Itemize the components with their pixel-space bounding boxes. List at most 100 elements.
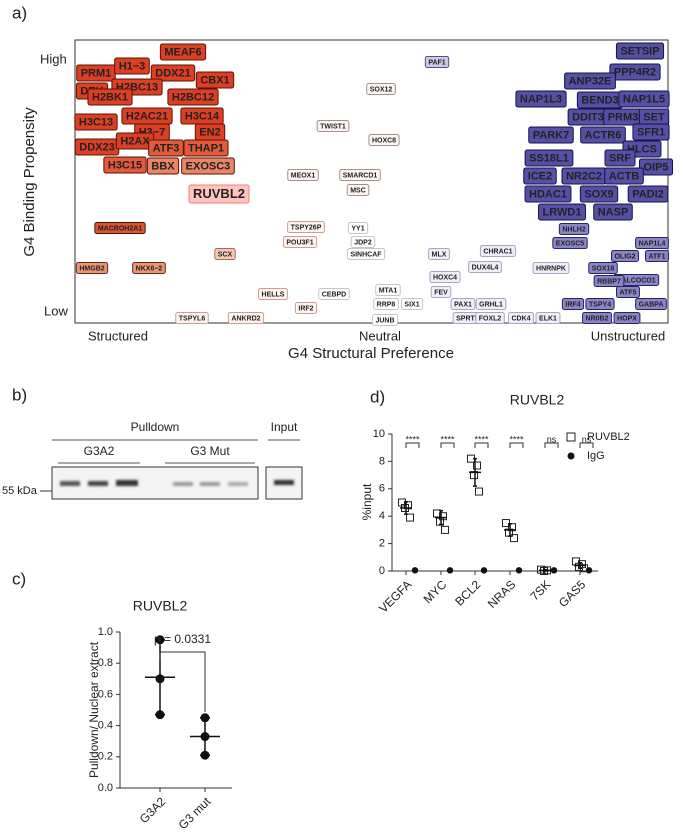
panel-label: d) [370, 387, 385, 406]
protein-box [346, 184, 370, 196]
legend-label: RUVBL2 [587, 431, 630, 443]
protein-box [604, 167, 644, 185]
protein-label: SS18L1 [529, 152, 569, 164]
protein-label: NASP [598, 206, 629, 218]
protein-box [610, 250, 640, 262]
y-high: High [40, 51, 67, 66]
protein-box [258, 288, 288, 300]
blot [51, 466, 259, 500]
protein-box [373, 298, 399, 310]
protein-tag: HDAC1 [524, 185, 572, 203]
protein-label: SFR1 [637, 126, 665, 138]
protein-label: MEAF6 [164, 46, 201, 58]
protein-tag: TWIST1 [316, 120, 350, 132]
protein-box [347, 222, 369, 234]
protein-label: GABPA [639, 301, 664, 308]
x-tick-label: MYC [421, 577, 450, 606]
annotation: p = 0.0331 [154, 632, 211, 646]
protein-label: IRF2 [298, 305, 313, 312]
protein-tag: HOPX [613, 312, 641, 324]
protein-tag: GABPA [635, 298, 667, 310]
protein-box [294, 302, 318, 314]
protein-label: IRF4 [565, 301, 580, 308]
protein-tag: LRWD1 [538, 203, 586, 221]
protein-box [175, 312, 209, 324]
protein-box [588, 262, 618, 274]
protein-tag: NASP [593, 203, 633, 221]
protein-tag: ACTR6 [580, 126, 626, 144]
protein-tag: TSPY4 [585, 298, 615, 310]
protein-label: RRP8 [377, 301, 396, 308]
y-tick-label: 0.6 [98, 688, 113, 700]
protein-box [188, 184, 250, 204]
protein-tag: DDX21 [150, 64, 196, 82]
band [228, 482, 248, 486]
protein-tag: EXOSC5 [552, 237, 588, 249]
protein-label: CDK4 [511, 315, 530, 322]
protein-box [635, 298, 667, 310]
protein-box [616, 286, 640, 298]
data-point [470, 471, 478, 480]
panel-d: d) RUVBL2 %input 0 2 4 6 8 10 VEGFA MYC BCL2 NRAS 7SK… [360, 387, 630, 615]
protein-label: MACROH2A1 [98, 225, 142, 232]
sig-bracket [544, 442, 559, 448]
protein-box [103, 156, 147, 174]
protein-tag: MTA1 [375, 284, 401, 296]
protein-tag: HOXC4 [429, 271, 461, 283]
protein-tag: EXOSC3 [181, 157, 235, 175]
bracket [159, 651, 206, 712]
protein-label: BEND3 [581, 94, 618, 106]
protein-tag: CHRAC1 [479, 245, 517, 257]
protein-label: HDAC1 [529, 188, 567, 200]
data-point [446, 567, 454, 574]
protein-box [400, 298, 424, 310]
protein-box [475, 298, 507, 310]
protein-label: H1−3 [119, 60, 146, 72]
protein-box [579, 185, 619, 203]
group-label: G3 Mut [190, 444, 230, 458]
x-tick-label: NRAS [485, 577, 518, 610]
protein-label: SINHCAF [350, 251, 382, 258]
input-label: Input [271, 420, 298, 434]
protein-label: H2BK1 [92, 91, 128, 103]
y-tick-label: 8 [379, 455, 385, 467]
protein-tag: GRHL1 [475, 298, 507, 310]
protein-label: PPP4R2 [614, 66, 656, 78]
protein-box [227, 312, 265, 324]
protein-label: CALCOCO1 [616, 277, 655, 284]
protein-box [524, 149, 574, 167]
protein-tag: H1−3 [114, 57, 150, 75]
y-tick-label: 0.0 [98, 782, 113, 794]
sig-label: **** [440, 434, 455, 444]
protein-box [339, 169, 381, 181]
y-tick-label: 6 [379, 483, 385, 495]
panel-label: b) [12, 385, 27, 404]
protein-tag: SOX9 [579, 185, 619, 203]
protein-box [632, 123, 670, 141]
protein-tag: CDK4 [507, 312, 535, 324]
y-tick-label: 0.8 [98, 657, 113, 669]
protein-label: TSPY4 [589, 301, 611, 308]
protein-box [528, 126, 574, 144]
protein-box [318, 288, 350, 300]
y-tick-label: 2 [379, 538, 385, 550]
protein-tag: SIX1 [400, 298, 424, 310]
protein-tag: RUVBL2 [188, 184, 250, 204]
protein-label: NAP1L3 [520, 93, 562, 105]
protein-label: H2AC21 [126, 110, 168, 122]
protein-box [87, 88, 133, 106]
protein-box [618, 90, 670, 108]
protein-tag: NR2C2 [561, 167, 607, 185]
protein-tag: MSC [346, 184, 370, 196]
protein-tag: H2AC21 [121, 107, 173, 125]
protein-box [368, 134, 400, 146]
band [60, 481, 80, 486]
protein-tag: IRF4 [561, 298, 585, 310]
protein-label: EXOSC5 [556, 240, 585, 247]
protein-label: PAX1 [454, 301, 472, 308]
protein-box [195, 71, 235, 89]
protein-label: H3C13 [79, 116, 113, 128]
protein-tag: NAP1L4 [635, 237, 669, 249]
protein-box [150, 64, 196, 82]
